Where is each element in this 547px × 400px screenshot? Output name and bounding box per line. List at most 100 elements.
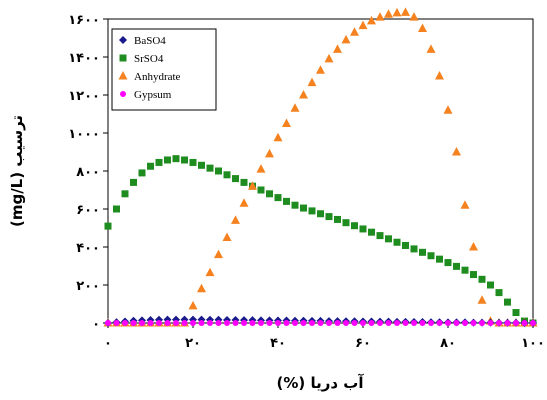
data-point-srso4 [181,156,188,164]
data-point-anhydrate [435,71,444,80]
data-point-srso4 [130,178,137,186]
data-point-anhydrate [222,232,232,241]
y-axis-title: ترسیب (mg/L) [8,115,26,227]
data-point-srso4 [504,298,511,306]
data-point-srso4 [104,222,112,230]
data-point-srso4 [410,245,418,253]
data-point-gypsum [504,320,511,326]
data-point-anhydrate [197,283,206,293]
data-point-srso4 [512,309,520,317]
data-point-anhydrate [282,118,291,127]
data-point-anhydrate [350,27,359,36]
data-point-srso4 [453,262,460,270]
data-point-anhydrate [256,164,266,173]
data-point-srso4 [495,289,503,297]
data-point-anhydrate [307,77,317,87]
x-tick-label: ۲۰ [185,336,201,351]
x-tick-label: ۴۰ [270,336,286,351]
data-point-gypsum [351,320,358,326]
data-point-gypsum [496,320,502,326]
data-point-anhydrate [214,249,223,259]
data-point-anhydrate [333,44,342,53]
legend-label-srso4: SrSO4 [134,53,164,65]
data-point-srso4 [257,186,265,194]
data-point-gypsum [275,320,281,326]
x-tick-label: ۱۰۰ [521,336,545,351]
data-point-gypsum [385,320,392,326]
data-point-anhydrate [384,9,393,18]
data-point-anhydrate [265,148,274,158]
data-point-srso4 [147,162,154,170]
data-point-gypsum [292,320,298,326]
legend-marker-baso4 [119,36,127,44]
data-point-gypsum [181,320,188,326]
data-point-srso4 [478,275,486,283]
data-point-gypsum [173,320,179,326]
legend-label-gypsum: Gypsum [134,89,172,101]
data-point-srso4 [155,158,163,166]
data-point-srso4 [215,167,222,175]
data-point-gypsum [190,320,196,326]
data-point-srso4 [487,281,494,289]
data-point-gypsum [113,320,120,326]
data-point-anhydrate [477,295,487,304]
legend-label-baso4: BaSO4 [134,35,166,47]
data-point-srso4 [359,225,367,233]
data-point-anhydrate [324,53,334,63]
data-point-gypsum [266,320,273,326]
y-tick-label: ۰ [92,317,100,332]
y-tick-label: ۴۰۰ [76,241,100,256]
data-point-anhydrate [452,147,461,156]
data-point-gypsum [521,320,528,326]
data-point-gypsum [130,320,137,326]
data-point-anhydrate [392,7,402,17]
x-tick-label: ۰ [104,336,112,351]
data-point-gypsum [479,320,485,326]
data-point-gypsum [105,320,111,326]
data-point-gypsum [470,320,477,326]
data-point-gypsum [326,320,332,326]
y-tick-label: ۱۲۰۰ [68,89,100,104]
data-point-srso4 [113,205,120,213]
data-point-gypsum [394,320,400,326]
data-point-srso4 [470,271,477,279]
data-point-srso4 [189,158,197,166]
data-point-gypsum [258,320,264,326]
data-point-srso4 [274,194,282,202]
data-point-gypsum [283,320,290,326]
data-point-anhydrate [409,12,419,21]
data-point-gypsum [428,320,434,326]
data-point-srso4 [291,201,299,209]
data-point-gypsum [232,320,239,326]
y-tick-label: ۱۶۰۰ [68,13,100,28]
data-point-gypsum [198,320,205,326]
data-point-gypsum [317,320,324,326]
data-point-srso4 [444,259,452,267]
data-point-srso4 [283,197,290,205]
data-point-anhydrate [375,12,385,21]
data-point-srso4 [385,235,392,243]
y-tick-label: ۲۰۰ [76,279,100,294]
data-point-gypsum [343,320,349,326]
data-point-srso4 [172,155,180,163]
y-tick-label: ۱۰۰۰ [68,127,100,142]
y-tick-label: ۸۰۰ [76,165,100,180]
data-point-anhydrate [239,198,249,207]
data-point-anhydrate [426,44,436,53]
data-point-gypsum [207,320,213,326]
data-point-gypsum [224,320,230,326]
data-point-anhydrate [316,65,325,74]
legend-marker-anhydrate [118,71,128,80]
data-point-gypsum [215,320,222,326]
data-point-anhydrate [248,181,257,190]
data-point-srso4 [300,204,307,212]
data-point-gypsum [139,320,145,326]
data-point-gypsum [436,320,443,326]
y-tick-label: ۶۰۰ [76,203,100,218]
data-point-srso4 [198,161,205,169]
data-point-anhydrate [367,15,376,25]
data-point-srso4 [436,255,443,263]
series-layer [103,7,538,327]
data-point-srso4 [402,241,409,249]
